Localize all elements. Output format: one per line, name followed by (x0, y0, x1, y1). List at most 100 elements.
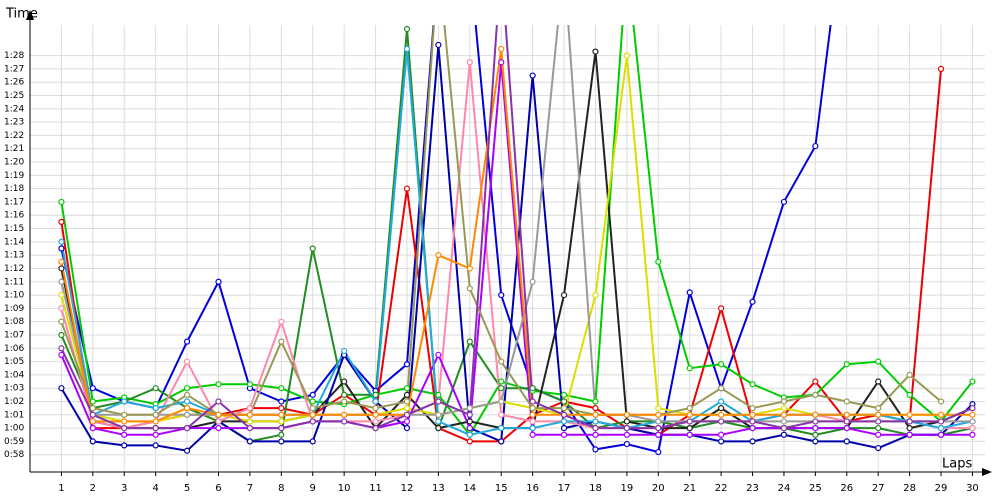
point (969, 431, 976, 438)
point (937, 418, 945, 425)
point (89, 385, 96, 392)
point (278, 318, 285, 325)
point (780, 398, 788, 405)
point (623, 431, 630, 438)
point (843, 398, 850, 405)
point (89, 418, 96, 425)
point (780, 424, 788, 432)
x-tick-label: 4 (152, 483, 158, 494)
point (403, 45, 411, 53)
point (58, 218, 65, 225)
point (812, 411, 819, 418)
point (623, 424, 630, 432)
series-line (60, 28, 973, 443)
point (183, 398, 191, 405)
point (718, 398, 725, 405)
point (152, 411, 159, 418)
point (121, 424, 128, 432)
point (718, 431, 725, 438)
point (686, 365, 693, 372)
point (560, 431, 568, 438)
point (403, 405, 411, 412)
point (843, 411, 850, 418)
point (969, 378, 976, 385)
point (309, 398, 316, 405)
point (969, 424, 976, 432)
series-line (60, 25, 973, 430)
point (403, 391, 411, 398)
point (906, 418, 913, 425)
x-tick-label: 29 (935, 483, 948, 494)
point (529, 431, 536, 438)
point (812, 438, 819, 445)
point (843, 438, 850, 445)
point (435, 411, 442, 418)
x-tick-label: 26 (840, 483, 853, 494)
point (466, 405, 473, 412)
y-tick-label: 0:59 (4, 437, 24, 447)
point (592, 405, 599, 412)
point (372, 405, 379, 412)
y-tick-label: 1:13 (4, 251, 24, 261)
point (623, 52, 630, 59)
point (183, 338, 191, 345)
point (435, 418, 442, 425)
y-tick-label: 1:25 (4, 91, 24, 101)
y-tick-label: 1:15 (4, 224, 24, 234)
y-tick-label: 1:17 (4, 197, 24, 207)
point (718, 361, 725, 368)
x-tick-label: 16 (526, 483, 539, 494)
point (498, 45, 505, 53)
x-tick-label: 2 (90, 483, 96, 494)
point (592, 291, 599, 299)
point (152, 418, 159, 425)
point (686, 411, 693, 418)
x-tick-label: 14 (463, 483, 476, 494)
point (183, 385, 191, 392)
point (58, 305, 65, 312)
point (435, 41, 442, 49)
point (403, 385, 411, 392)
point (498, 438, 505, 445)
point (341, 391, 348, 398)
point (372, 418, 379, 425)
point (718, 418, 725, 425)
point (278, 424, 285, 432)
point (937, 431, 945, 438)
point (183, 411, 191, 418)
point (403, 185, 411, 192)
x-tick-label: 30 (966, 483, 979, 494)
x-tick-label: 6 (215, 483, 221, 494)
point (686, 289, 693, 296)
point (906, 391, 913, 398)
series-line (60, 25, 973, 423)
point (246, 424, 254, 432)
point (592, 446, 599, 453)
point (58, 245, 65, 252)
point (215, 398, 222, 405)
y-tick-label: 1:16 (4, 211, 24, 221)
point (89, 405, 96, 412)
point (435, 424, 442, 432)
point (278, 398, 285, 405)
point (309, 411, 316, 418)
point (121, 398, 128, 405)
point (278, 431, 285, 438)
point (875, 411, 882, 418)
x-tick-label: 19 (621, 483, 634, 494)
point (875, 444, 882, 452)
point (592, 48, 599, 55)
point (58, 198, 65, 206)
point (278, 338, 285, 345)
point (686, 405, 693, 412)
point (812, 418, 819, 425)
point (969, 405, 976, 412)
point (812, 391, 819, 398)
point (58, 351, 65, 359)
point (875, 431, 882, 438)
y-tick-label: 1:22 (4, 131, 24, 141)
point (655, 411, 662, 418)
point (278, 405, 285, 412)
y-tick-label: 1:00 (4, 424, 24, 434)
